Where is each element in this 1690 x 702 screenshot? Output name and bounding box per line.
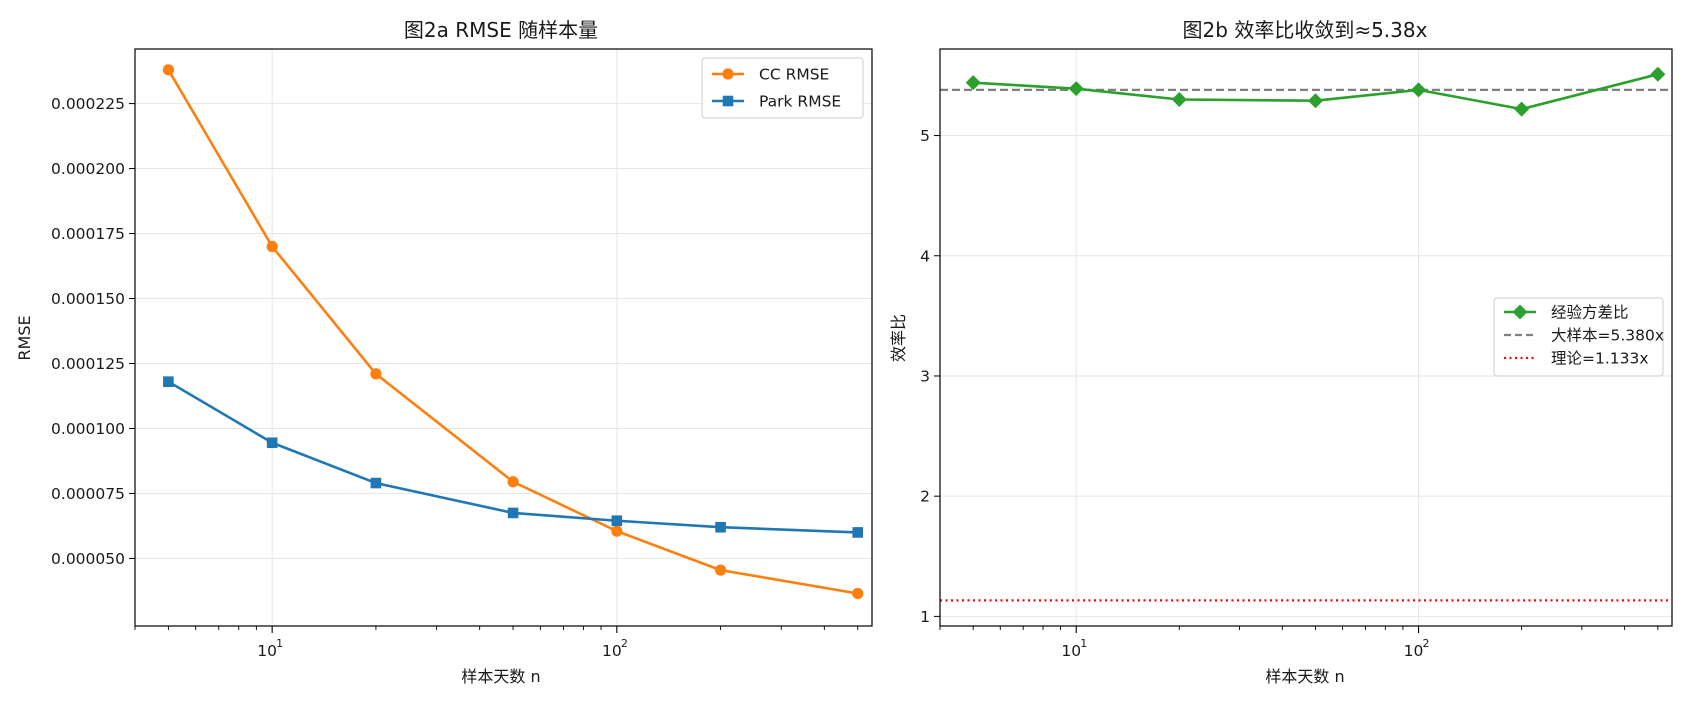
chart-2a-legend-swatch-marker [722, 95, 734, 107]
chart-2b-series-0-point [1308, 93, 1324, 109]
chart-2a-series-1-point [370, 477, 382, 489]
chart-2b-legend-label: 理论=1.133x [1551, 350, 1649, 368]
chart-2a-series-0-point [266, 240, 278, 253]
chart-2b-x-tick-label: 10 [1061, 642, 1081, 660]
chart-2a-series-1-point [611, 515, 623, 527]
chart-2a-y-tick-label: 0.000150 [51, 290, 125, 308]
chart-2a-legend-swatch-marker [722, 68, 734, 80]
chart-2b-legend-label: 大样本=5.380x [1551, 327, 1664, 345]
chart-2b-legend-swatch-marker [1512, 304, 1528, 320]
chart-2a-legend-label: CC RMSE [759, 66, 829, 84]
chart-2b-axes-frame [939, 48, 1673, 627]
chart-2a-y-tick-label: 0.000175 [51, 225, 125, 243]
chart-2a-series-0-point [611, 525, 623, 537]
chart-2a-series-1-point [163, 376, 174, 387]
chart-2a-legend-label: Park RMSE [759, 93, 841, 111]
chart-2a-series-0-point [714, 564, 727, 576]
chart-2b-series-0-point [1068, 81, 1084, 97]
chart-2b-legend-label: 经验方差比 [1551, 304, 1629, 322]
chart-2a-y-axis-label: RMSE [15, 315, 34, 360]
chart-2b-series-0-point [1411, 82, 1427, 98]
chart-2a-axes-frame [134, 48, 873, 627]
chart-2a-x-tick-label: 10 [257, 642, 277, 660]
chart-2b-y-tick-label: 3 [920, 367, 930, 385]
chart-2b-series-0-point [1514, 101, 1530, 117]
chart-2a-series-0-point [370, 368, 382, 380]
chart-2a-series-1-point [266, 437, 278, 449]
chart-2a-series-0-point [162, 64, 175, 76]
chart-2b-y-axis-label: 效率比 [889, 314, 908, 362]
chart-2b-x-tick-label: 10 [1404, 642, 1424, 660]
chart-2b-y-tick-label: 4 [920, 247, 930, 265]
chart-2a-y-tick-label: 0.000125 [51, 355, 125, 373]
chart-2b-series-0-point [1171, 91, 1187, 107]
chart-2a-y-tick-label: 0.000200 [51, 160, 125, 178]
chart-2a-series-0-point [852, 587, 864, 600]
chart-2a-y-tick-label: 0.000050 [51, 550, 125, 568]
chart-2a-series-1-point [507, 507, 519, 519]
chart-2b-x-axis-label: 样本天数 n [1265, 667, 1344, 686]
chart-2a-x-tick-label: 10 [602, 642, 622, 660]
chart-2b-series-0-point [1650, 66, 1666, 82]
chart-2a-series-0-point [507, 476, 519, 488]
chart-2b-x-tick-exponent: 1 [1080, 637, 1087, 650]
chart-2a-x-axis-label: 样本天数 n [461, 667, 540, 686]
chart-2a-title: 图2a RMSE 随样本量 [404, 18, 598, 42]
chart-2a-x-tick-exponent: 1 [276, 637, 283, 650]
chart-2a-series-1-point [715, 521, 726, 533]
chart-2b-y-tick-label: 1 [920, 608, 930, 626]
chart-2a-x-tick-exponent: 2 [621, 637, 628, 650]
chart-2b-title: 图2b 效率比收敛到≈5.38x [1183, 18, 1428, 42]
chart-2a-y-tick-label: 0.000225 [51, 95, 125, 113]
chart-2b-series-0-point [965, 75, 981, 91]
chart-2a-panel: 图2a RMSE 随样本量 样本天数 n RMSE 0.000050 0.0000… [15, 18, 873, 686]
chart-2a-series-1-point [852, 527, 864, 538]
chart-2b-x-tick-exponent: 2 [1423, 637, 1430, 650]
chart-2a-y-tick-label: 0.000075 [51, 485, 125, 503]
chart-2b-y-tick-label: 2 [920, 488, 930, 506]
chart-2b-legend-box [1493, 297, 1664, 377]
chart-2b-y-tick-label: 5 [920, 127, 930, 145]
chart-2a-legend: CC RMSE Park RMSE [701, 57, 864, 119]
chart-2a-y-tick-label: 0.000100 [51, 420, 125, 438]
